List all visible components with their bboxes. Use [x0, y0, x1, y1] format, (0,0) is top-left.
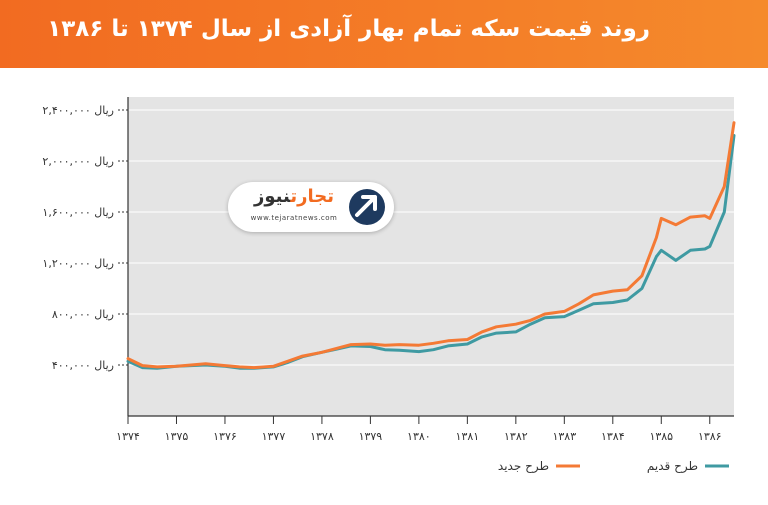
- x-tick-label: ۱۳۷۹: [359, 430, 383, 443]
- x-tick-label: ۱۳۷۵: [165, 430, 189, 443]
- x-tick-label: ۱۳۸۰: [407, 430, 431, 443]
- y-axis-ticks: ریال ۴۰۰,۰۰۰ ریال ۸۰۰,۰۰۰ ریال ۱,۲۰۰,۰۰۰ ری…: [42, 104, 128, 372]
- logo-badge: تجارتنیوز www.tejaratnews.com: [228, 182, 394, 232]
- header-bar: روند قیمت سکه تمام بهار آزادی از سال ۱۳۷…: [0, 0, 768, 68]
- y-tick-label: ریال ۸۰۰,۰۰۰: [52, 308, 114, 321]
- plot-area: [128, 97, 734, 416]
- series-lines: [126, 121, 736, 370]
- y-tick-label: ریال ۱,۲۰۰,۰۰۰: [42, 257, 114, 270]
- legend: طرح جدید طرح قدیم: [498, 459, 729, 474]
- x-tick-label: ۱۳۷۷: [262, 430, 286, 443]
- y-tick-label: ریال ۲,۰۰۰,۰۰۰: [42, 155, 114, 168]
- x-tick-label: ۱۳۸۴: [601, 430, 625, 443]
- x-axis-ticks: ۱۳۷۴ ۱۳۷۵ ۱۳۷۶ ۱۳۷۷ ۱۳۷۸ ۱۳۷۹ ۱۳۸۰ ۱۳۸۱ ۱۳۸۲ ۱۳۸۳…: [116, 416, 722, 443]
- y-tick-label: ریال ۴۰۰,۰۰۰: [52, 359, 114, 372]
- logo-url: www.tejaratnews.com: [250, 214, 338, 222]
- logo-name: تجارتنیوز: [236, 186, 352, 207]
- x-tick-label: ۱۳۸۵: [649, 430, 673, 443]
- logo-arrow-icon: [349, 189, 385, 225]
- x-tick-label: ۱۳۸۶: [698, 430, 722, 443]
- logo-name-part2: نیوز: [254, 186, 291, 207]
- page-title: روند قیمت سکه تمام بهار آزادی از سال ۱۳۷…: [47, 16, 650, 42]
- legend-label: طرح قدیم: [647, 459, 698, 474]
- x-tick-label: ۱۳۸۳: [552, 430, 576, 443]
- x-tick-label: ۱۳۸۲: [504, 430, 528, 443]
- x-tick-label: ۱۳۷۸: [310, 430, 334, 443]
- x-tick-label: ۱۳۷۴: [116, 430, 140, 443]
- series-line-new: [126, 121, 736, 370]
- logo-name-part1: تجارت: [290, 186, 334, 207]
- x-tick-label: ۱۳۸۱: [456, 430, 480, 443]
- y-tick-label: ریال ۱,۶۰۰,۰۰۰: [42, 206, 114, 219]
- y-tick-label: ریال ۲,۴۰۰,۰۰۰: [42, 104, 114, 117]
- legend-label: طرح جدید: [498, 459, 549, 474]
- x-tick-label: ۱۳۷۶: [213, 430, 237, 443]
